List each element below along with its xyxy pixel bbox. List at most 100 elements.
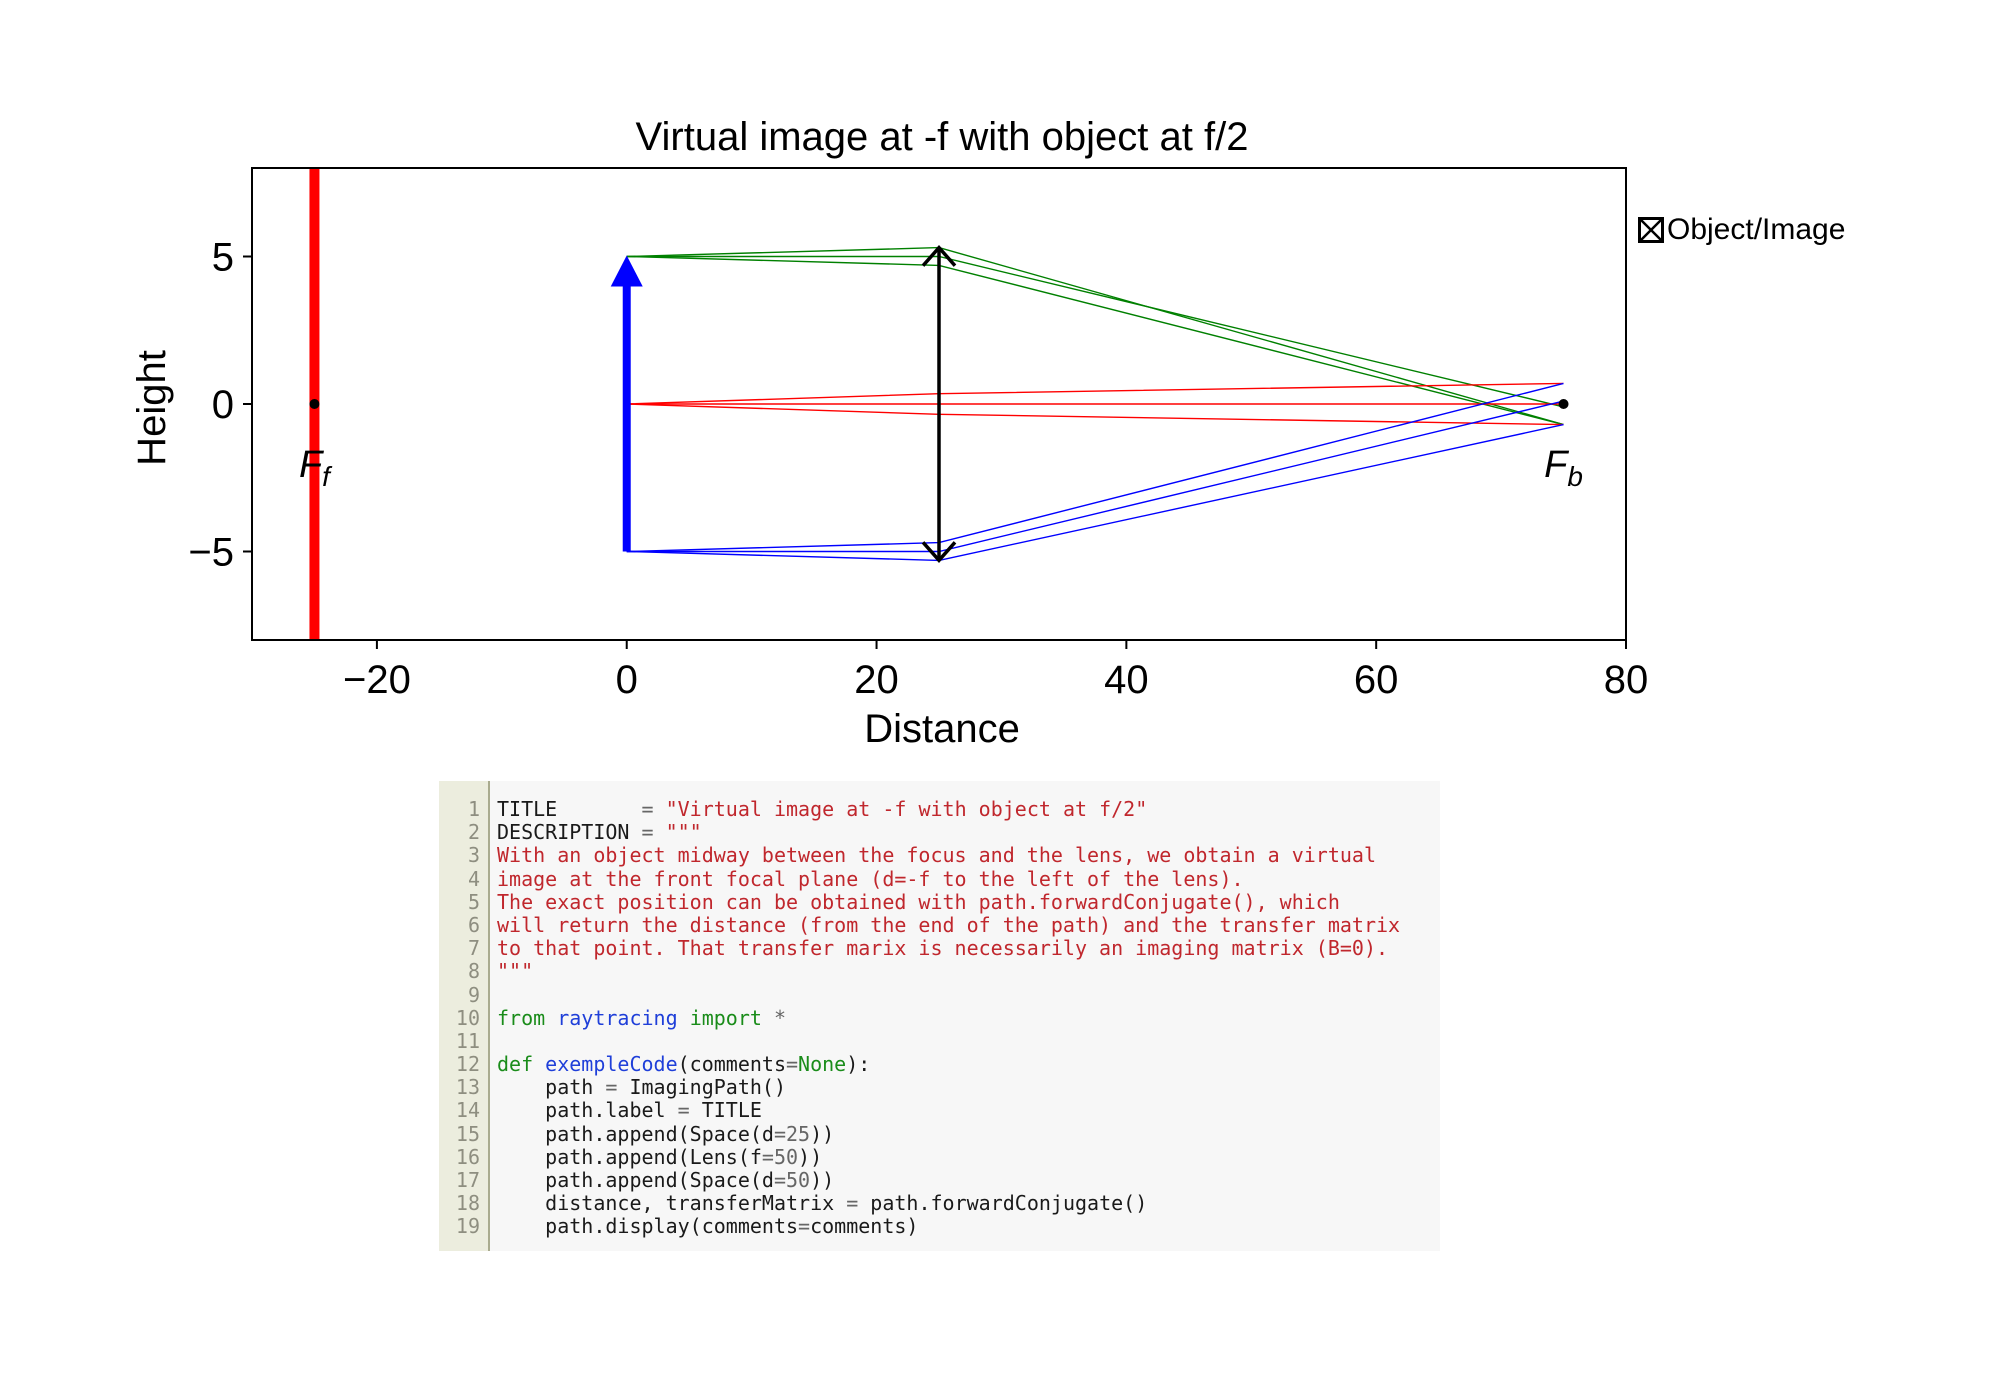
x-tick-label: 40 <box>1104 658 1149 702</box>
code-token: path <box>497 1075 606 1100</box>
code-token: )) <box>810 1168 835 1192</box>
code-token: = <box>641 797 654 821</box>
line-number: 11 <box>455 1028 480 1053</box>
code-line: path.label = TITLE <box>497 1099 1400 1122</box>
code-line: from raytracing import * <box>497 1005 1400 1030</box>
code-token: 25 <box>786 1121 811 1146</box>
code-line: path.display(comments=comments) <box>497 1215 1400 1238</box>
line-number: 14 <box>455 1098 480 1123</box>
code-token: TITLE <box>497 797 642 821</box>
line-number: 13 <box>455 1075 480 1100</box>
code-token <box>762 1006 774 1030</box>
ray-8 <box>626 400 1564 553</box>
code-token: import <box>689 1005 762 1030</box>
ray-1 <box>626 246 1564 426</box>
code-token <box>654 797 666 821</box>
code-token <box>533 1052 545 1076</box>
focal-label-subscript: b <box>1567 461 1583 492</box>
code-token: """ <box>665 820 702 845</box>
code-line: path.append(Space(d=50)) <box>497 1168 1400 1192</box>
code-token <box>654 820 666 844</box>
lens-top-head <box>921 245 957 267</box>
focal-point-f <box>309 399 320 409</box>
code-token: )) <box>810 1121 835 1146</box>
focal-label-f: Ff <box>299 444 333 492</box>
code-line: The exact position can be obtained with … <box>497 889 1400 914</box>
code-token: = <box>761 1144 774 1169</box>
code-token: * <box>773 1005 787 1030</box>
code-token: 50 <box>773 1144 799 1169</box>
code-token: distance, transferMatrix <box>497 1191 847 1216</box>
code-token: ): <box>846 1052 871 1077</box>
ray-6 <box>626 403 1564 426</box>
x-tick-label: 80 <box>1604 658 1649 702</box>
line-number: 12 <box>455 1052 480 1077</box>
code-listing: 1 2 3 4 5 6 7 8 9 10 11 12 13 14 15 16 17 18 19 TITLE = "V… <box>439 781 1440 1251</box>
code-line <box>497 1030 1400 1053</box>
code-line: TITLE = "Virtual image at -f with object… <box>497 797 1400 821</box>
line-number: 8 <box>467 959 480 984</box>
y-tick-label: 0 <box>212 383 234 427</box>
code-line: image at the front focal plane (d=-f to … <box>497 866 1400 891</box>
x-tick-label: −20 <box>343 658 411 702</box>
line-number: 1 <box>467 797 480 821</box>
code-token: path.label <box>497 1098 678 1123</box>
code-token: raytracing <box>557 1005 678 1030</box>
chart-title: Virtual image at -f with object at f/2 <box>636 115 1249 159</box>
code-token: path.forwardConjugate() <box>858 1191 1148 1216</box>
code-token: image at the front focal plane (d=-f to … <box>497 866 1244 891</box>
focal-label-b: Fb <box>1544 444 1583 492</box>
code-token: = <box>773 1121 786 1146</box>
line-number: 2 <box>467 820 480 845</box>
code-token <box>545 1006 557 1030</box>
x-axis-label: Distance <box>864 707 1020 751</box>
legend-label: Object/Image <box>1667 213 1846 246</box>
code-token: (comments <box>677 1052 786 1077</box>
code-token: path.display(comments <box>497 1214 799 1239</box>
code-token: """ <box>497 959 534 984</box>
code-token: path.append(Lens(f <box>497 1144 762 1169</box>
crossed-box-icon <box>1638 217 1664 243</box>
x-tick-label: 20 <box>854 658 899 702</box>
code-token <box>678 1006 690 1030</box>
code-line: path.append(Space(d=25)) <box>497 1121 1400 1146</box>
code-token: comments) <box>810 1214 919 1239</box>
legend: Object/Image <box>1638 213 1845 247</box>
code-token: 50 <box>786 1168 811 1192</box>
line-number: 4 <box>467 866 480 891</box>
line-number: 3 <box>467 843 480 868</box>
line-number: 17 <box>455 1168 480 1192</box>
code-token: will return the distance (from the end o… <box>497 912 1401 937</box>
code-token: DESCRIPTION <box>497 820 642 845</box>
code-token: = <box>641 820 654 845</box>
y-tick-label: −5 <box>188 531 234 575</box>
code-token: = <box>773 1168 786 1192</box>
line-number: 18 <box>455 1191 480 1216</box>
line-number-gutter: 1 2 3 4 5 6 7 8 9 10 11 12 13 14 15 16 17 18 19 <box>439 781 490 1251</box>
line-number: 9 <box>467 982 480 1007</box>
code-token: = <box>846 1191 859 1216</box>
focal-point-b <box>1558 399 1569 409</box>
code-token: = <box>605 1075 618 1100</box>
line-number: 16 <box>455 1144 480 1169</box>
object-arrow-head <box>610 255 643 287</box>
code-token: "Virtual image at -f with object at f/2" <box>665 797 1148 821</box>
code-token: )) <box>798 1144 823 1169</box>
code-token: = <box>798 1214 811 1239</box>
code-line: def exempleCode(comments=None): <box>497 1052 1400 1077</box>
ray-9 <box>626 423 1564 562</box>
code-line: """ <box>497 960 1400 983</box>
code-line: DESCRIPTION = """ <box>497 821 1400 844</box>
code-token: path.append(Space(d <box>497 1121 774 1146</box>
code-token: None <box>798 1052 847 1077</box>
code-body: TITLE = "Virtual image at -f with object… <box>490 781 1400 1251</box>
code-token: from <box>497 1005 546 1030</box>
code-token: The exact position can be obtained with … <box>497 889 1340 914</box>
ray-4 <box>626 382 1564 405</box>
code-token: = <box>677 1098 690 1123</box>
line-number: 10 <box>455 1005 480 1030</box>
lens-bottom-head <box>921 541 957 563</box>
code-line: will return the distance (from the end o… <box>497 912 1401 937</box>
code-token: ImagingPath() <box>617 1075 786 1100</box>
line-number: 19 <box>455 1214 480 1239</box>
